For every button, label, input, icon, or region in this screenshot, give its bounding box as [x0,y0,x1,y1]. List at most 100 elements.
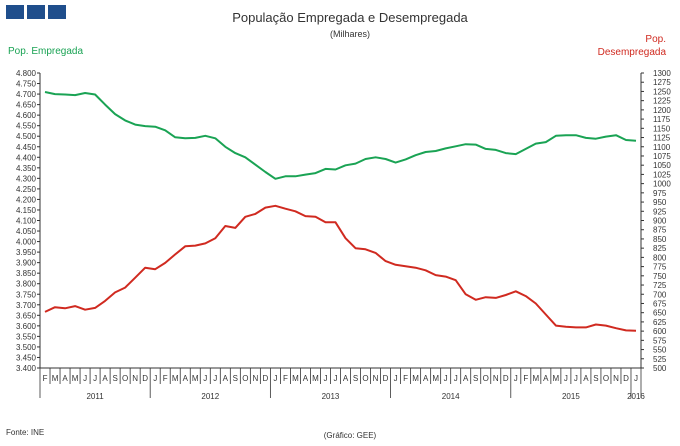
right-axis-tick-label: 800 [653,253,667,262]
x-axis-month-label: J [83,374,87,383]
x-axis-month-label: D [503,374,509,383]
chart-credit: (Gráfico: GEE) [323,431,377,440]
left-axis-tick-label: 4.100 [16,217,37,226]
right-axis-tick-label: 700 [653,290,667,299]
right-axis-tick-label: 1300 [653,69,671,78]
right-axis-tick-label: 1100 [653,143,671,152]
left-axis-tick-label: 3.600 [16,322,37,331]
right-axis-tick-label: 950 [653,198,667,207]
x-axis-year-label: 2016 [627,392,645,401]
left-axis-tick-label: 4.500 [16,132,37,141]
x-axis-month-label: A [183,374,189,383]
left-axis-tick-label: 4.200 [16,195,37,204]
right-axis-tick-label: 825 [653,244,667,253]
x-axis-month-label: M [432,374,439,383]
x-axis-year-label: 2014 [442,392,460,401]
x-axis-month-label: O [122,374,128,383]
left-axis-tick-label: 4.750 [16,80,37,89]
x-axis-month-label: O [603,374,609,383]
chart-title: População Empregada e Desempregada [232,10,468,25]
left-axis-tick-label: 3.850 [16,269,37,278]
x-axis-month-label: A [583,374,589,383]
x-axis-month-label: M [532,374,539,383]
logo-square [6,5,24,19]
x-axis-year-label: 2012 [201,392,219,401]
left-axis-tick-label: 3.950 [16,248,37,257]
source-note: Fonte: INE [6,428,45,437]
right-axis-tick-label: 1150 [653,124,671,133]
x-axis-month-label: M [312,374,319,383]
x-axis-month-label: M [292,374,299,383]
left-axis-tick-label: 4.800 [16,69,37,78]
left-axis-label: Pop. Empregada [8,46,84,57]
x-axis-month-label: F [163,374,168,383]
x-axis-month-label: M [172,374,179,383]
left-axis-tick-label: 3.450 [16,353,37,362]
x-axis-year-label: 2011 [86,392,104,401]
x-axis-month-label: S [593,374,598,383]
right-axis-tick-label: 925 [653,207,667,216]
x-axis-month-label: F [523,374,528,383]
x-axis-month-label: A [343,374,349,383]
x-axis-month-label: O [242,374,248,383]
right-axis-tick-label: 1175 [653,115,671,124]
x-axis-month-label: M [52,374,59,383]
left-axis-tick-label: 4.150 [16,206,37,215]
right-axis-tick-label: 850 [653,235,667,244]
x-axis-month-label: O [483,374,489,383]
left-axis-tick-label: 3.750 [16,290,37,299]
x-axis-month-label: S [473,374,478,383]
x-axis-month-label: J [93,374,97,383]
x-axis-month-label: O [362,374,368,383]
x-axis-month-label: N [252,374,258,383]
x-axis-month-label: J [213,374,217,383]
left-axis-tick-label: 4.350 [16,164,37,173]
chart-subtitle: (Milhares) [329,29,370,39]
right-axis-label-line2: Desempregada [597,47,666,58]
left-axis-tick-label: 4.450 [16,143,37,152]
x-axis-month-label: A [423,374,429,383]
right-axis-tick-label: 1025 [653,170,671,179]
right-axis-tick-label: 725 [653,281,667,290]
x-axis-year-label: 2015 [562,392,580,401]
right-axis-tick-label: 1075 [653,152,671,161]
right-axis-tick-label: 1225 [653,97,671,106]
x-axis-month-label: M [553,374,560,383]
series-line-empregada [44,91,637,180]
x-axis-month-label: M [72,374,79,383]
x-axis-month-label: J [564,374,568,383]
x-axis-month-label: J [454,374,458,383]
x-axis-month-label: A [463,374,469,383]
x-axis-month-label: S [233,374,238,383]
x-axis-month-label: F [43,374,48,383]
x-axis-month-label: D [383,374,389,383]
left-axis-tick-label: 3.700 [16,301,37,310]
left-axis-tick-label: 4.000 [16,238,37,247]
x-axis-month-label: F [283,374,288,383]
x-axis-month-label: J [153,374,157,383]
left-axis-tick-label: 3.800 [16,280,37,289]
right-axis-tick-label: 1000 [653,180,671,189]
x-axis-month-label: J [333,374,337,383]
x-axis-month-label: S [353,374,358,383]
x-axis-month-label: N [613,374,619,383]
left-axis-tick-label: 3.900 [16,259,37,268]
right-axis-tick-label: 1250 [653,87,671,96]
right-axis-tick-label: 525 [653,355,667,364]
right-axis-tick-label: 500 [653,364,667,373]
left-axis-tick-label: 3.650 [16,311,37,320]
series-line-desempregada [44,204,637,332]
left-axis-tick-label: 4.400 [16,153,37,162]
x-axis-month-label: F [403,374,408,383]
right-axis-tick-label: 1200 [653,106,671,115]
x-axis-month-label: A [543,374,549,383]
x-axis-month-label: S [112,374,117,383]
right-axis-tick-label: 1125 [653,134,671,143]
left-axis-tick-label: 4.250 [16,185,37,194]
x-axis-month-label: J [394,374,398,383]
x-axis-month-label: N [132,374,138,383]
x-axis-month-label: J [444,374,448,383]
x-axis-month-label: A [223,374,229,383]
x-axis-month-label: D [142,374,148,383]
